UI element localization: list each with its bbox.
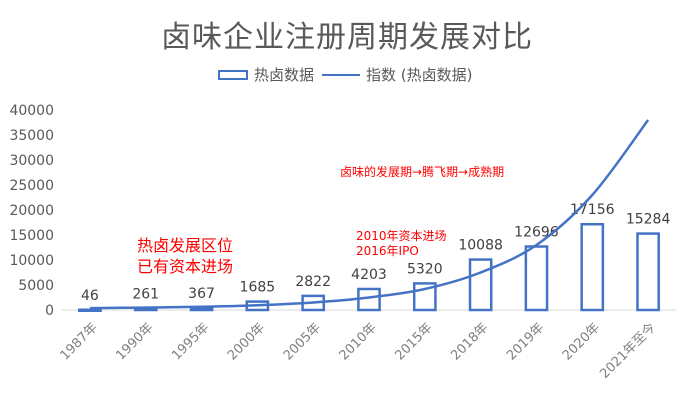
capital-annotation-line2: 2016年IPO	[356, 244, 419, 258]
legend-bar-swatch	[218, 69, 248, 80]
bar	[636, 232, 660, 312]
y-tick-label: 25000	[9, 178, 54, 194]
hot-brine-annotation-line1: 热卤发展区位	[137, 236, 234, 255]
y-tick-label: 30000	[9, 153, 54, 169]
bar	[189, 306, 214, 312]
y-tick-label: 35000	[9, 128, 54, 144]
trend-line	[89, 119, 650, 310]
hot-brine-annotation-line2: 已有资本进场	[137, 257, 234, 276]
bar	[580, 222, 605, 312]
data-label: 15284	[626, 212, 671, 228]
legend-bar-label: 热卤数据	[254, 66, 315, 84]
x-tick-label: 2021年至今	[597, 320, 659, 382]
x-tick-label: 2000年	[225, 320, 268, 363]
data-label: 261	[132, 287, 159, 303]
x-tick-label: 2020年	[560, 320, 603, 363]
x-tick-label: 2015年	[392, 320, 435, 363]
data-label: 367	[188, 286, 215, 302]
legend-item-line: 指数 (热卤数据)	[322, 64, 472, 85]
legend-item-bar: 热卤数据	[218, 64, 314, 85]
y-tick-label: 15000	[9, 228, 54, 244]
phase-annotation: 卤味的发展期→腾飞期→成熟期	[340, 165, 505, 179]
x-tick-label: 2018年	[448, 320, 491, 363]
x-tick-label: 1987年	[58, 320, 101, 363]
data-label: 10088	[458, 238, 503, 254]
y-tick-label: 10000	[9, 253, 54, 269]
data-label: 4203	[351, 267, 387, 283]
x-tick-label: 1990年	[113, 320, 156, 363]
data-label: 2822	[295, 274, 331, 290]
bar	[524, 245, 549, 312]
data-label: 46	[81, 288, 99, 304]
y-tick-label: 40000	[9, 103, 54, 119]
bar	[468, 258, 493, 312]
capital-annotation-line1: 2010年资本进场	[356, 229, 447, 243]
x-tick-label: 2005年	[281, 320, 324, 363]
y-tick-label: 20000	[9, 203, 54, 219]
x-tick-label: 1995年	[169, 320, 212, 363]
y-tick-label: 0	[45, 303, 54, 319]
x-tick-label: 2019年	[504, 320, 547, 363]
legend-line-swatch	[322, 73, 360, 76]
chart-title: 卤味企业注册周期发展对比	[161, 20, 533, 55]
chart-legend: 热卤数据 指数 (热卤数据)	[0, 64, 694, 86]
x-tick-label: 2010年	[337, 320, 380, 363]
data-label: 1685	[240, 280, 276, 296]
data-label: 5320	[407, 261, 443, 277]
y-tick-label: 5000	[18, 278, 54, 294]
legend-line-label: 指数 (热卤数据)	[366, 66, 473, 84]
bar	[78, 308, 102, 313]
